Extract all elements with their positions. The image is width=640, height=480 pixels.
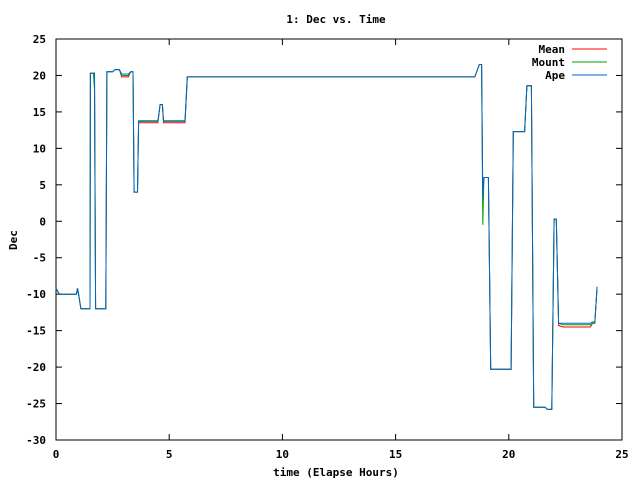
x-axis: 0 5 10 15 20 25	[53, 39, 629, 461]
x-tick-label: 25	[615, 448, 628, 461]
x-tick-label: 15	[389, 448, 402, 461]
series-line-ape	[55, 64, 598, 410]
x-axis-label: time (Elapse Hours)	[273, 466, 399, 479]
x-tick-label: 20	[502, 448, 515, 461]
series-lines	[55, 64, 598, 410]
plot-frame	[55, 38, 623, 441]
y-tick-label: 5	[39, 179, 46, 192]
series-line-mount	[55, 64, 598, 410]
x-tick-label: 0	[53, 448, 60, 461]
y-axis-label: Dec	[7, 230, 20, 250]
y-tick-label: 0	[39, 215, 46, 228]
y-tick-label: -20	[26, 361, 46, 374]
legend-label-mean: Mean	[539, 43, 566, 56]
legend-label-ape: Ape	[545, 69, 565, 82]
y-tick-label: 25	[33, 33, 46, 46]
y-tick-label: -25	[26, 398, 46, 411]
y-tick-label: 10	[33, 142, 46, 155]
y-tick-label: -10	[26, 288, 46, 301]
chart-title: 1: Dec vs. Time	[286, 13, 386, 26]
series-line-mean	[55, 64, 598, 410]
y-tick-label: 15	[33, 106, 46, 119]
y-tick-label: 20	[33, 69, 46, 82]
y-axis: -30 -25 -20 -15 -10 -5 0 5 10 15 20 25	[26, 33, 622, 447]
y-tick-label: -15	[26, 325, 46, 338]
x-tick-label: 10	[276, 448, 289, 461]
x-tick-label: 5	[166, 448, 173, 461]
y-tick-label: -30	[26, 434, 46, 447]
legend-label-mount: Mount	[532, 56, 565, 69]
y-tick-label: -5	[33, 252, 46, 265]
